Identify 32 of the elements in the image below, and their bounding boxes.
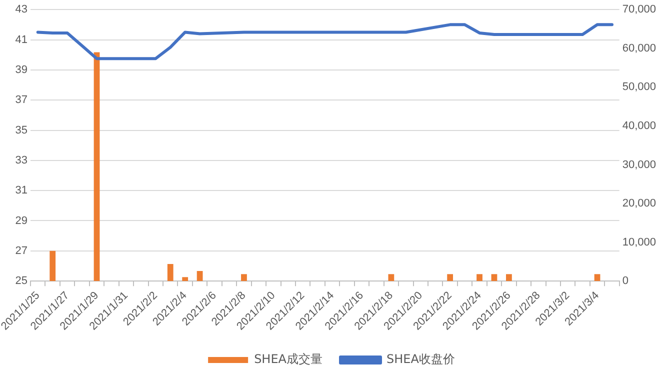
y2-tick-label: 30,000	[622, 158, 656, 171]
bar	[182, 277, 188, 282]
y-tick-label: 29	[15, 214, 28, 227]
y2-tick-label: 70,000	[622, 4, 656, 16]
bar	[506, 274, 512, 282]
legend-label: SHEA成交量	[254, 352, 323, 366]
y-tick-label: 39	[15, 64, 28, 76]
y-tick-label: 41	[15, 34, 28, 46]
bar	[167, 264, 174, 282]
y-tick-label: 33	[15, 154, 28, 166]
bar	[94, 52, 100, 282]
bar	[447, 274, 454, 282]
y-tick-label: 43	[15, 4, 28, 16]
bar	[388, 274, 394, 282]
bar	[196, 270, 203, 282]
y-tick-label: 27	[15, 244, 28, 257]
y-tick-label: 25	[15, 275, 28, 288]
y2-tick-label: 20,000	[622, 198, 656, 210]
bar	[241, 274, 247, 282]
y2-tick-label: 40,000	[622, 120, 656, 132]
y2-tick-label: 0	[622, 275, 628, 288]
bar	[594, 274, 600, 282]
legend-label: SHEA收盘价	[386, 352, 455, 366]
bar	[491, 274, 498, 282]
bar	[50, 250, 56, 282]
y2-tick-label: 60,000	[622, 42, 656, 54]
bar	[476, 274, 482, 282]
y2-tick-label: 10,000	[622, 236, 656, 248]
y-tick-label: 31	[15, 184, 28, 197]
y-tick-label: 35	[15, 124, 28, 136]
y-tick-label: 37	[15, 94, 28, 106]
y2-tick-label: 50,000	[622, 81, 656, 94]
